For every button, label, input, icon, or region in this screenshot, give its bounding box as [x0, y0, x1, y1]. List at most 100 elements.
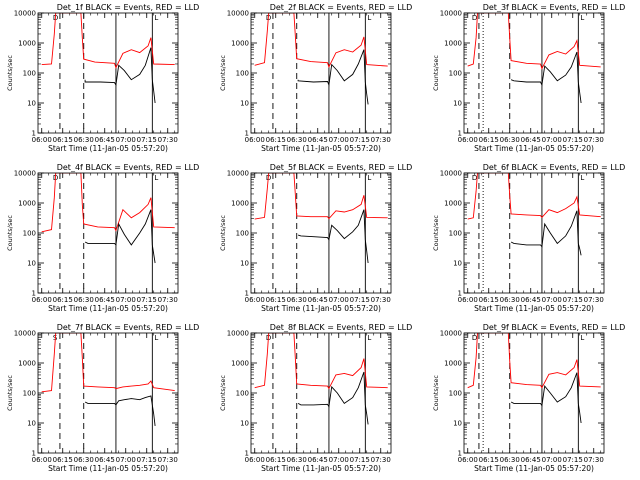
- plot-frame: [37, 172, 179, 294]
- x-tick-label: 06:15: [266, 296, 286, 304]
- marker-flag-letter: L: [367, 334, 371, 342]
- panel-title: Det_1f BLACK = Events, RED = LLD: [57, 3, 200, 12]
- y-tick-label: 10000: [14, 170, 36, 178]
- y-tick-label: 100: [23, 230, 36, 238]
- x-tick-label: 07:15: [137, 136, 157, 144]
- y-tick-label: 1000: [18, 360, 36, 368]
- x-tick-label: 06:30: [500, 456, 520, 464]
- x-tick-label: 07:00: [116, 136, 136, 144]
- x-tick-label: 07:30: [158, 136, 178, 144]
- y-tick-label: 1000: [444, 40, 462, 48]
- x-tick-label: 07:30: [584, 296, 604, 304]
- y-tick-label: 10: [240, 420, 249, 428]
- marker-flag-letter: L: [154, 14, 158, 22]
- panel-title: Det_2f BLACK = Events, RED = LLD: [270, 3, 413, 12]
- y-tick-label: 100: [23, 70, 36, 78]
- x-tick-label: 07:15: [137, 296, 157, 304]
- marker-flag-letter: L: [580, 174, 584, 182]
- y-tick-label: 10: [27, 260, 36, 268]
- red-lld-series-line: [467, 333, 601, 389]
- x-tick-label: 07:15: [563, 136, 583, 144]
- panel-title: Det_4f BLACK = Events, RED = LLD: [57, 163, 200, 172]
- x-tick-label: 06:00: [458, 136, 478, 144]
- marker-flag-letter: L: [154, 334, 158, 342]
- plot-frame: [37, 12, 179, 134]
- x-axis-label: Start Time (11-Jan-05 05:57:20): [261, 304, 381, 313]
- x-tick-label: 06:00: [245, 296, 265, 304]
- x-tick-label: 06:30: [287, 136, 307, 144]
- x-tick-label: 07:00: [116, 456, 136, 464]
- x-tick-label: 06:30: [287, 456, 307, 464]
- panel-title: Det_3f BLACK = Events, RED = LLD: [483, 3, 626, 12]
- x-axis-label: Start Time (11-Jan-05 05:57:20): [261, 464, 381, 473]
- x-tick-label: 06:00: [245, 136, 265, 144]
- x-tick-label: 06:45: [308, 296, 328, 304]
- black-events-series-line: [297, 209, 369, 264]
- y-tick-label: 100: [236, 390, 249, 398]
- y-tick-label: 1: [245, 450, 249, 458]
- plot-frame: [37, 332, 179, 454]
- y-tick-label: 10: [453, 420, 462, 428]
- x-tick-label: 07:30: [371, 456, 391, 464]
- panel-3: Det_3f BLACK = Events, RED = LLD Counts/s…: [432, 3, 625, 153]
- x-tick-label: 07:15: [350, 456, 370, 464]
- x-tick-label: 07:30: [584, 456, 604, 464]
- y-tick-label: 10000: [14, 10, 36, 18]
- y-tick-label: 1: [458, 130, 462, 138]
- y-tick-label: 100: [23, 390, 36, 398]
- series-group: [41, 13, 175, 104]
- x-tick-label: 06:45: [521, 296, 541, 304]
- x-tick-label: 06:00: [32, 136, 52, 144]
- x-tick-label: 06:15: [266, 456, 286, 464]
- black-events-series-line: [297, 371, 369, 425]
- x-tick-label: 07:15: [563, 296, 583, 304]
- marker-flag-letter: L: [367, 14, 371, 22]
- y-tick-label: 10: [453, 100, 462, 108]
- plot-frame: [250, 172, 392, 294]
- panel-5: Det_5f BLACK = Events, RED = LLD Counts/s…: [219, 163, 412, 313]
- marker-flag-letter: L: [367, 174, 371, 182]
- red-lld-series-line: [467, 173, 601, 220]
- red-lld-series-line: [254, 333, 388, 390]
- x-tick-label: 06:30: [500, 296, 520, 304]
- x-tick-label: 06:15: [53, 456, 73, 464]
- panel-4: Det_4f BLACK = Events, RED = LLD Counts/s…: [6, 163, 199, 313]
- panel-1: Det_1f BLACK = Events, RED = LLD Counts/s…: [6, 3, 199, 153]
- series-group: [254, 173, 388, 264]
- series-group: [254, 13, 388, 105]
- y-axis-label: Counts/sec: [219, 215, 227, 251]
- marker-flag-letter: D: [472, 174, 477, 182]
- x-tick-label: 06:45: [308, 136, 328, 144]
- x-tick-label: 06:15: [53, 296, 73, 304]
- x-tick-label: 06:30: [74, 136, 94, 144]
- y-axis-label: Counts/sec: [219, 375, 227, 411]
- x-tick-label: 07:30: [371, 296, 391, 304]
- x-axis-label: Start Time (11-Jan-05 05:57:20): [48, 144, 168, 153]
- y-tick-label: 1000: [231, 360, 249, 368]
- panel-title: Det_7f BLACK = Events, RED = LLD: [57, 323, 200, 332]
- panel-8: Det_8f BLACK = Events, RED = LLD Counts/s…: [219, 323, 412, 473]
- x-tick-label: 07:15: [350, 136, 370, 144]
- x-tick-label: 06:45: [521, 136, 541, 144]
- x-axis-label: Start Time (11-Jan-05 05:57:20): [261, 144, 381, 153]
- x-tick-label: 07:00: [542, 456, 562, 464]
- black-events-series-line: [510, 210, 582, 256]
- black-events-series-line: [510, 51, 582, 104]
- y-tick-label: 10000: [440, 170, 462, 178]
- red-lld-series-line: [41, 173, 175, 233]
- plot-frame: [463, 172, 605, 294]
- y-tick-label: 10000: [227, 170, 249, 178]
- plot-frame: [463, 12, 605, 134]
- red-lld-series-line: [41, 333, 175, 393]
- panel-6: Det_6f BLACK = Events, RED = LLD Counts/s…: [432, 163, 625, 313]
- y-axis-label: Counts/sec: [432, 375, 440, 411]
- x-tick-label: 06:45: [95, 296, 115, 304]
- y-tick-label: 10000: [440, 330, 462, 338]
- panel-title: Det_5f BLACK = Events, RED = LLD: [270, 163, 413, 172]
- panel-title: Det_9f BLACK = Events, RED = LLD: [483, 323, 626, 332]
- x-tick-label: 07:15: [350, 296, 370, 304]
- plot-frame: [463, 332, 605, 454]
- y-tick-label: 1000: [231, 40, 249, 48]
- y-tick-label: 10: [27, 100, 36, 108]
- x-tick-label: 06:15: [479, 456, 499, 464]
